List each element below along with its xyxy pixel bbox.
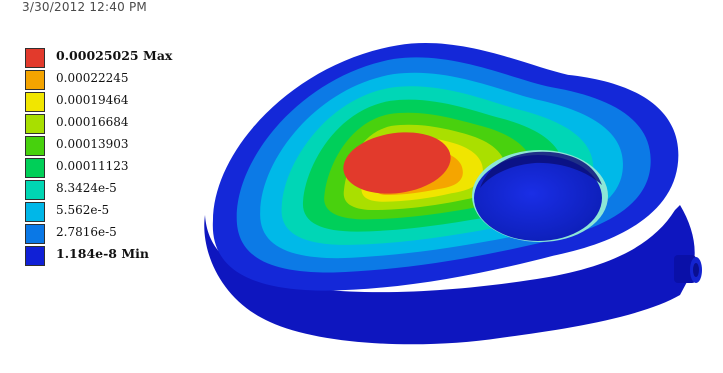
right-nub bbox=[674, 255, 702, 283]
legend-swatch-8 bbox=[25, 202, 45, 222]
legend-label-5: 0.00013903 bbox=[56, 137, 129, 151]
through-hole bbox=[472, 150, 608, 242]
legend-swatch-5 bbox=[25, 136, 45, 156]
timestamp-label: 3/30/2012 12:40 PM bbox=[22, 0, 147, 14]
body-side-wall bbox=[204, 205, 695, 345]
legend-label-3: 0.00019464 bbox=[56, 93, 129, 107]
legend-swatch-max bbox=[25, 48, 45, 68]
legend-swatch-9 bbox=[25, 224, 45, 244]
legend-label-6: 0.00011123 bbox=[56, 159, 129, 173]
legend-label-min: 1.184e-8 Min bbox=[56, 246, 150, 261]
contour-legend: 0.00025025 Max 0.00022245 0.00019464 0.0… bbox=[25, 48, 185, 268]
legend-swatch-3 bbox=[25, 92, 45, 112]
legend-label-9: 2.7816e-5 bbox=[56, 225, 117, 239]
legend-swatch-6 bbox=[25, 158, 45, 178]
legend-label-4: 0.00016684 bbox=[56, 115, 129, 129]
legend-label-2: 0.00022245 bbox=[56, 71, 129, 85]
legend-swatch-4 bbox=[25, 114, 45, 134]
legend-swatch-min bbox=[25, 246, 45, 266]
legend-label-max: 0.00025025 Max bbox=[56, 48, 173, 63]
legend-swatch-2 bbox=[25, 70, 45, 90]
legend-label-8: 5.562e-5 bbox=[56, 203, 110, 217]
legend-label-7: 8.3424e-5 bbox=[56, 181, 117, 195]
band-red-max bbox=[343, 132, 451, 194]
legend-swatch-7 bbox=[25, 180, 45, 200]
